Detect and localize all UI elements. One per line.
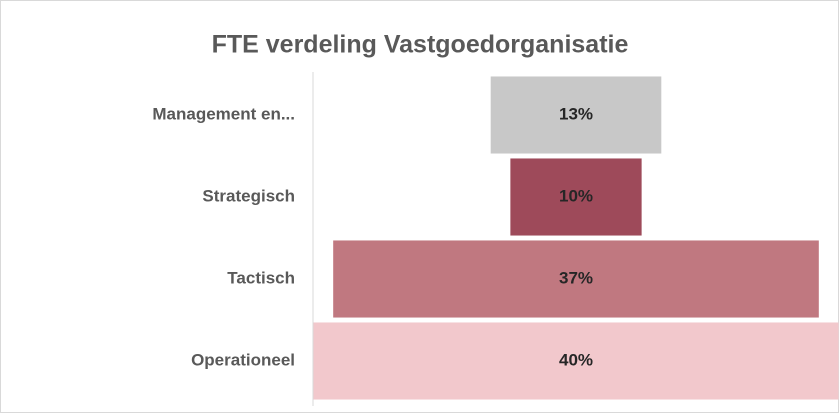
- funnel-bar: [333, 240, 819, 318]
- category-label: Management en...: [152, 104, 295, 123]
- category-label: Strategisch: [202, 186, 295, 205]
- value-label: 10%: [559, 186, 593, 205]
- funnel-bar: [490, 76, 662, 154]
- funnel-bar: [313, 322, 839, 400]
- chart-title: FTE verdeling Vastgoedorganisatie: [212, 31, 629, 59]
- value-label: 40%: [559, 350, 593, 369]
- funnel-bar: [510, 158, 642, 236]
- value-label: 37%: [559, 268, 593, 287]
- category-label: Operationeel: [191, 350, 295, 369]
- category-label: Tactisch: [227, 268, 295, 287]
- value-label: 13%: [559, 104, 593, 123]
